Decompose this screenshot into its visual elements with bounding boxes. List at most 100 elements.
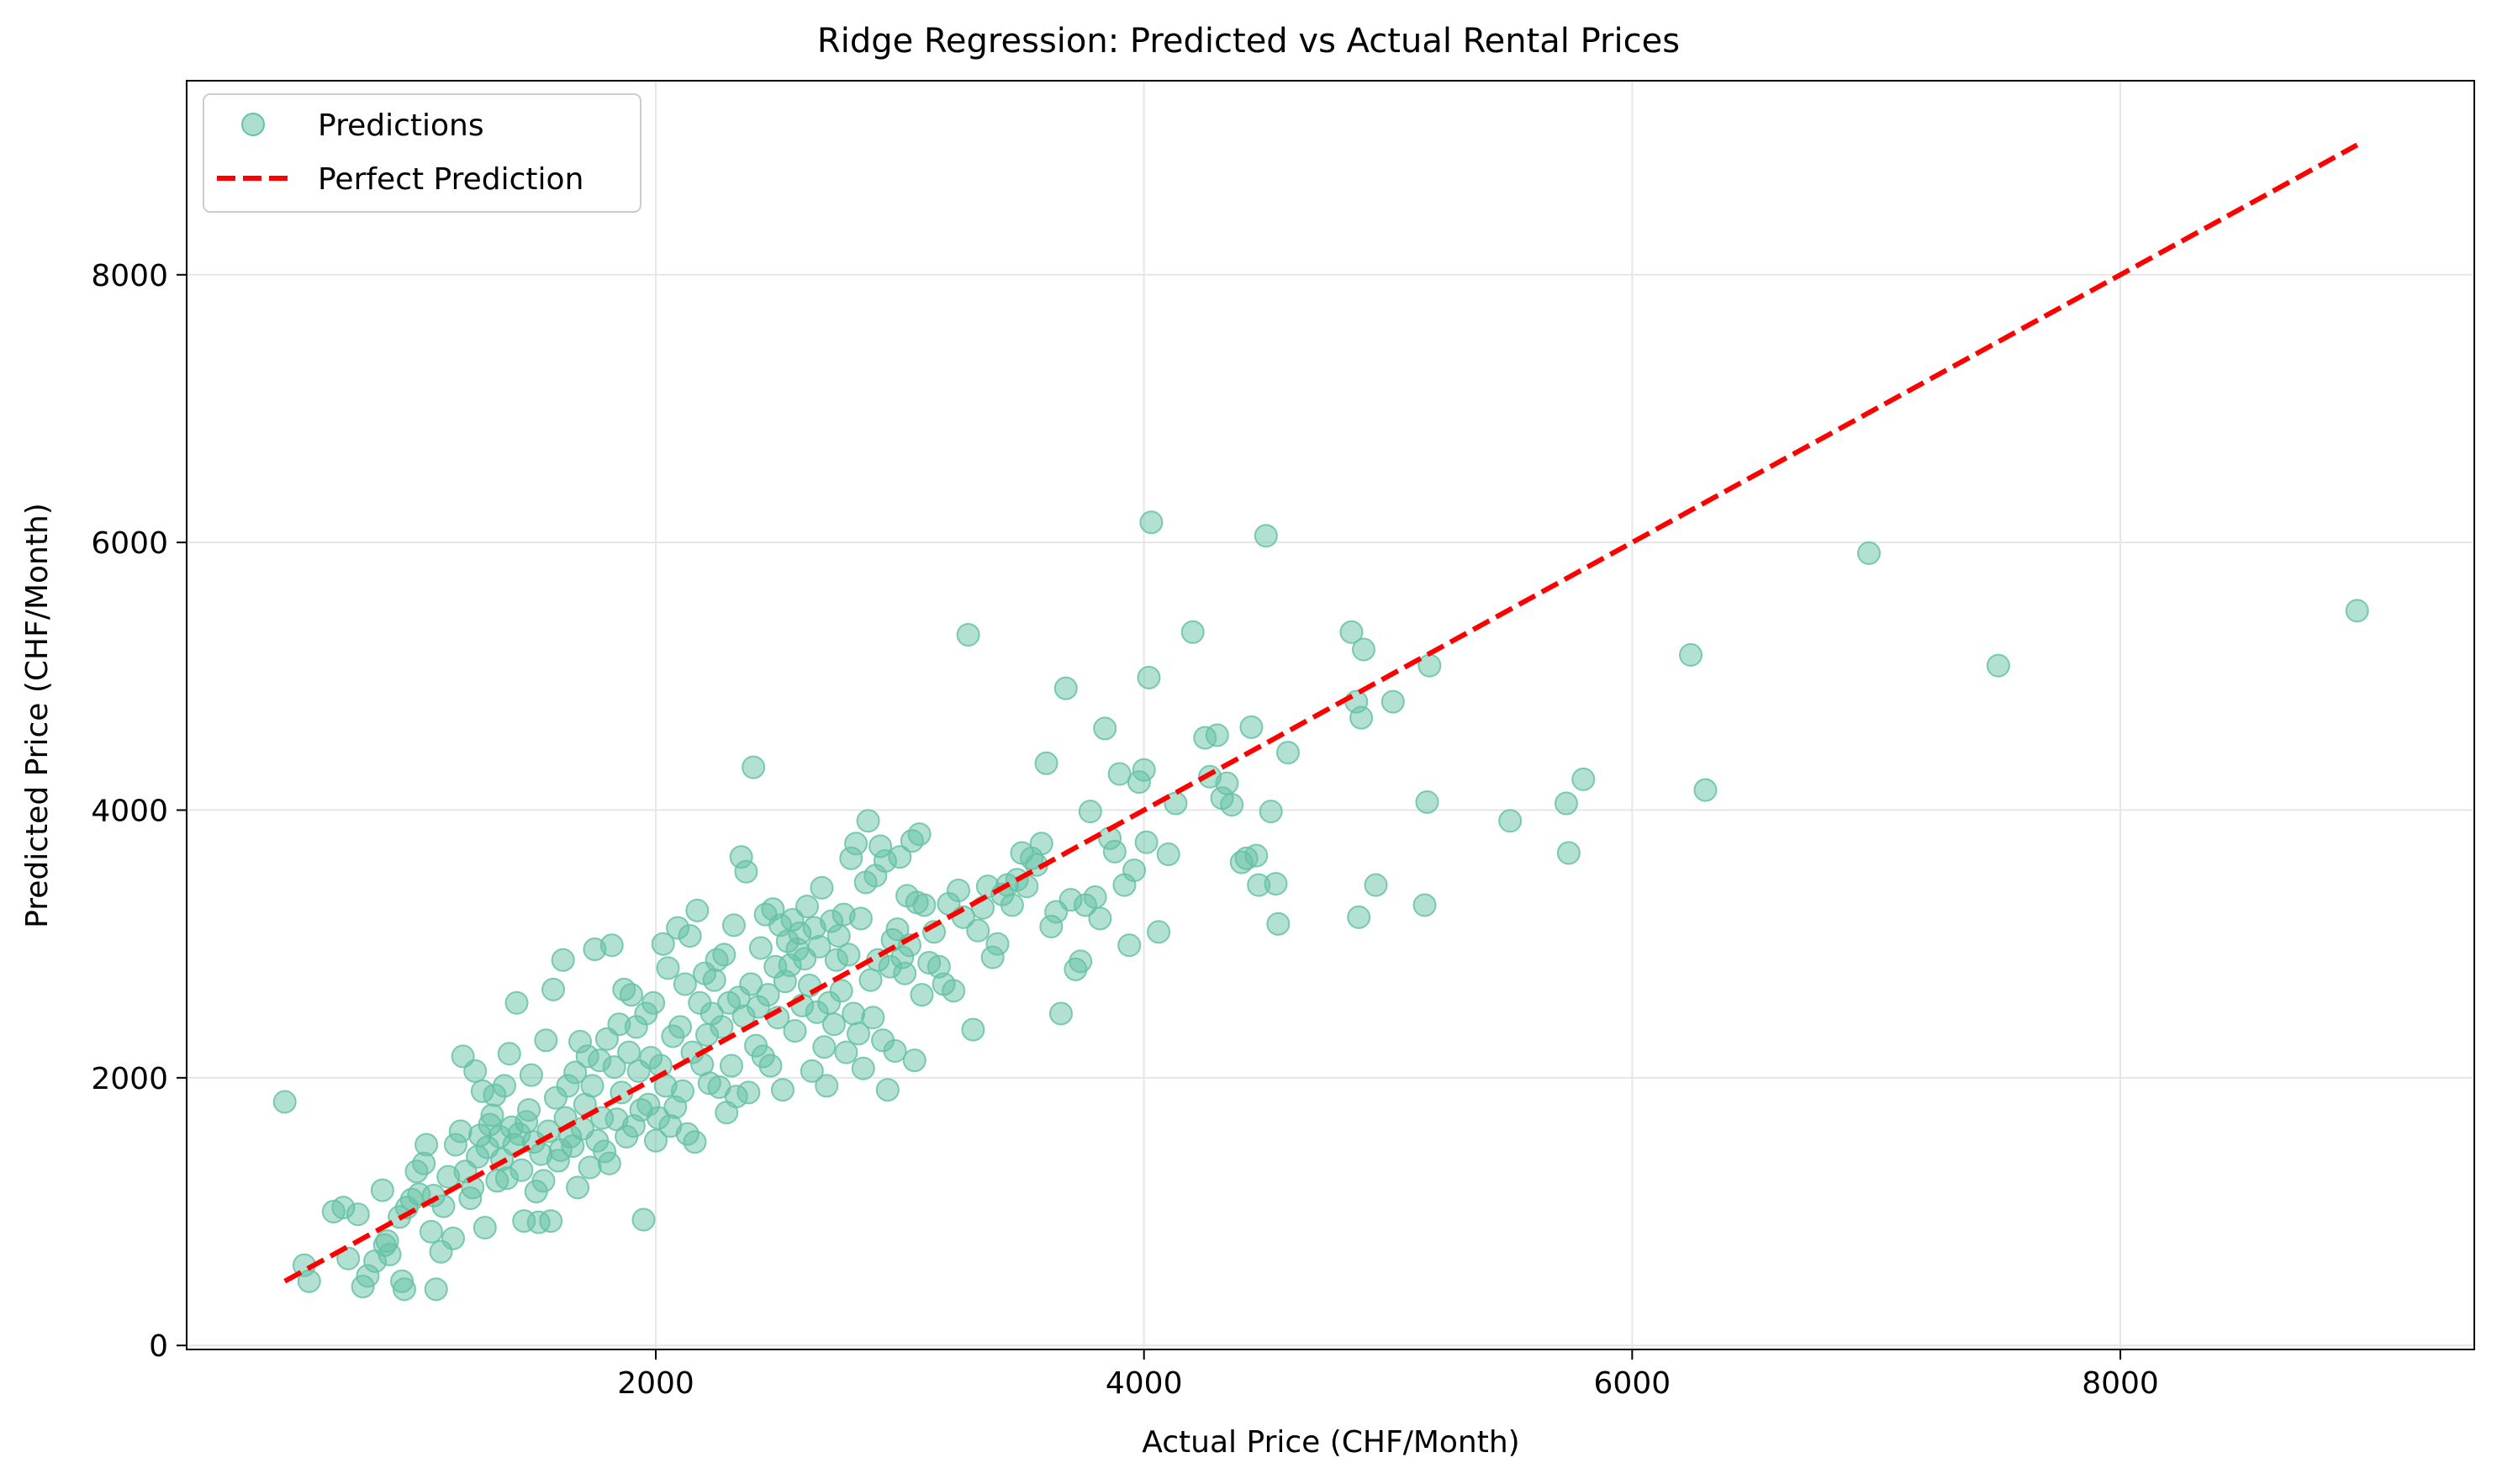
prediction-point xyxy=(441,1226,466,1250)
prediction-point xyxy=(1139,510,1164,535)
prediction-point xyxy=(602,1055,626,1080)
prediction-point xyxy=(1364,873,1388,897)
prediction-point xyxy=(947,879,971,903)
prediction-point xyxy=(1275,741,1300,765)
prediction-point xyxy=(1134,830,1159,854)
prediction-point xyxy=(599,933,624,958)
prediction-point xyxy=(902,1048,926,1073)
prediction-point xyxy=(531,1169,556,1193)
prediction-point xyxy=(1220,793,1244,817)
x-tick-label: 2000 xyxy=(617,1366,694,1401)
prediction-point xyxy=(888,845,912,869)
prediction-point xyxy=(770,1078,794,1102)
grid-lines xyxy=(187,81,2474,1349)
prediction-point xyxy=(721,913,746,937)
prediction-point xyxy=(631,1207,656,1232)
prediction-point xyxy=(848,906,873,931)
prediction-point xyxy=(1156,842,1180,867)
prediction-point xyxy=(829,979,853,1003)
prediction-point xyxy=(834,1040,858,1064)
prediction-point xyxy=(541,977,566,1001)
prediction-point xyxy=(875,1078,900,1102)
prediction-point xyxy=(1679,642,1703,667)
prediction-point xyxy=(1498,809,1523,833)
prediction-point xyxy=(1380,689,1405,714)
y-axis-label: Predicted Price (CHF/Month) xyxy=(20,503,55,928)
prediction-point xyxy=(912,893,937,917)
prediction-point xyxy=(1088,906,1112,931)
prediction-point xyxy=(800,1059,824,1083)
prediction-point xyxy=(720,1054,744,1078)
x-tick-label: 8000 xyxy=(2082,1366,2159,1401)
chart-title: Ridge Regression: Predicted vs Actual Re… xyxy=(817,22,1680,61)
prediction-point xyxy=(346,1202,370,1227)
prediction-point xyxy=(702,968,726,992)
prediction-point xyxy=(1412,893,1437,917)
prediction-point xyxy=(597,1151,621,1175)
prediction-point xyxy=(1122,858,1147,883)
axis-ticks: 2000 4000 6000 8000 0 2000 4000 6000 8000 xyxy=(91,259,2158,1401)
prediction-point xyxy=(837,943,861,967)
prediction-point xyxy=(1147,920,1171,944)
prediction-point xyxy=(617,1040,641,1064)
x-tick-label: 4000 xyxy=(1106,1366,1183,1401)
prediction-point xyxy=(463,1059,488,1083)
prediction-point xyxy=(651,932,675,956)
prediction-point xyxy=(1239,715,1264,739)
prediction-point xyxy=(414,1133,439,1157)
prediction-point xyxy=(424,1277,448,1302)
prediction-point xyxy=(673,972,697,996)
prediction-point xyxy=(736,1080,761,1105)
legend-box xyxy=(203,93,641,213)
prediction-point xyxy=(907,822,932,847)
prediction-point xyxy=(563,1060,588,1085)
prediction-point xyxy=(656,956,680,980)
prediction-point xyxy=(370,1178,394,1202)
prediction-point xyxy=(842,1001,866,1026)
prediction-point xyxy=(756,983,780,1007)
prediction-point xyxy=(712,943,736,967)
y-tick-label: 6000 xyxy=(91,526,168,561)
prediction-point xyxy=(1986,653,2010,678)
prediction-point xyxy=(1571,767,1596,791)
perfect-prediction-line-group xyxy=(283,142,2359,1284)
plot-frame xyxy=(186,80,2475,1350)
prediction-point xyxy=(795,895,820,919)
prediction-point xyxy=(272,1090,297,1114)
prediction-point xyxy=(883,1039,907,1064)
prediction-point xyxy=(1264,872,1288,896)
prediction-point xyxy=(1266,911,1291,936)
legend: Predictions Perfect Prediction xyxy=(203,93,641,213)
prediction-point xyxy=(504,990,529,1015)
prediction-point xyxy=(742,755,766,779)
prediction-point xyxy=(641,990,666,1015)
prediction-point xyxy=(1339,620,1364,644)
prediction-point xyxy=(812,1035,837,1059)
prediction-point xyxy=(534,1028,558,1053)
prediction-points xyxy=(272,510,2369,1302)
prediction-point xyxy=(758,1054,783,1078)
prediction-point xyxy=(1069,949,1093,974)
prediction-point xyxy=(644,1128,668,1153)
prediction-point xyxy=(1417,653,1442,678)
prediction-point xyxy=(1078,800,1102,824)
prediction-point xyxy=(1244,843,1269,868)
prediction-point xyxy=(1205,723,1229,747)
prediction-point xyxy=(893,961,917,985)
prediction-point xyxy=(1180,620,1205,644)
prediction-point xyxy=(797,974,821,998)
prediction-point xyxy=(1556,841,1581,865)
legend-marker-predictions xyxy=(241,113,265,136)
prediction-point xyxy=(1034,751,1058,775)
prediction-point xyxy=(539,1209,563,1233)
prediction-point xyxy=(678,924,702,948)
prediction-point xyxy=(739,972,763,996)
prediction-point xyxy=(1137,665,1161,689)
prediction-point xyxy=(956,622,980,647)
prediction-point xyxy=(392,1277,416,1302)
prediction-point xyxy=(509,1158,534,1182)
prediction-point xyxy=(1351,637,1375,662)
legend-label-predictions: Predictions xyxy=(318,108,484,143)
prediction-point xyxy=(619,983,643,1007)
